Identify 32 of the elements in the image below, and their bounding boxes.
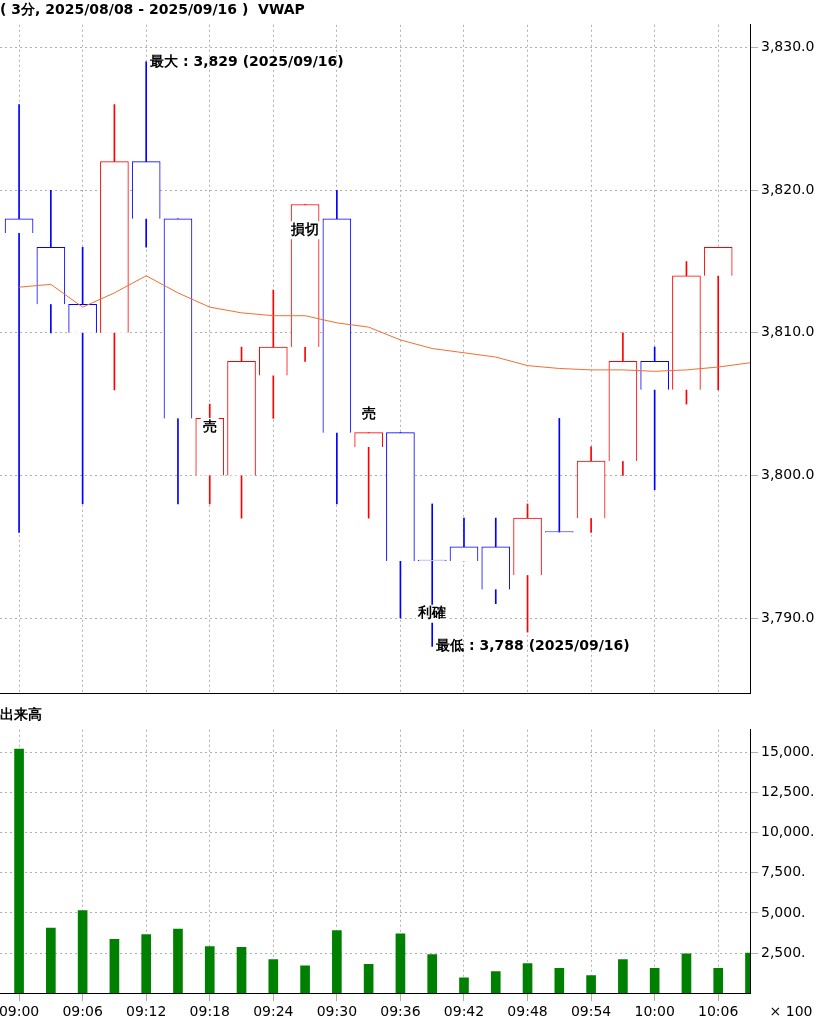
x-tick-label: 09:54 xyxy=(570,1003,612,1020)
y-tick-label: 15,000. xyxy=(761,742,815,759)
x-tick-label: 09:42 xyxy=(443,1003,485,1020)
y-tick-label: 3,830.0 xyxy=(761,38,815,55)
x-tick-label: 09:12 xyxy=(126,1003,167,1020)
y-tick-label: 3,820.0 xyxy=(761,180,815,197)
y-tick-label: 2,500. xyxy=(761,943,806,960)
y-tick-label: 12,500. xyxy=(761,783,815,800)
annotation: 最低 : 3,788 (2025/09/16) xyxy=(435,637,630,654)
chart-title: ( 3分, 2025/08/08 - 2025/09/16 ) VWAP xyxy=(0,1,305,18)
chart-title: 出来高 xyxy=(0,706,42,723)
annotation: 損切 xyxy=(290,220,320,237)
text: × 100 xyxy=(769,1002,813,1019)
x-tick-label: 09:18 xyxy=(189,1003,230,1020)
x-tick-label: 09:00 xyxy=(0,1003,40,1020)
y-tick-label: 3,800.0 xyxy=(761,466,815,483)
x-tick-label: 09:48 xyxy=(507,1003,548,1020)
y-tick-label: 10,000. xyxy=(761,823,815,840)
annotation: 利確 xyxy=(417,604,447,621)
y-tick-label: 3,810.0 xyxy=(761,323,815,340)
y-tick-label: 3,790.0 xyxy=(761,608,815,625)
annotation: 最大 : 3,829 (2025/09/16) xyxy=(149,52,344,69)
x-tick-label: 09:24 xyxy=(253,1003,294,1020)
annotation: 売 xyxy=(202,417,217,434)
y-tick-label: 7,500. xyxy=(761,863,806,880)
x-tick-label: 09:36 xyxy=(380,1003,421,1020)
x-tick-label: 09:06 xyxy=(62,1003,103,1020)
x-tick-label: 10:00 xyxy=(634,1003,675,1020)
x-tick-label: 10:06 xyxy=(698,1003,739,1020)
x-tick-label: 09:30 xyxy=(316,1003,358,1020)
annotation: 売 xyxy=(361,404,376,421)
y-tick-label: 5,000. xyxy=(761,903,806,920)
